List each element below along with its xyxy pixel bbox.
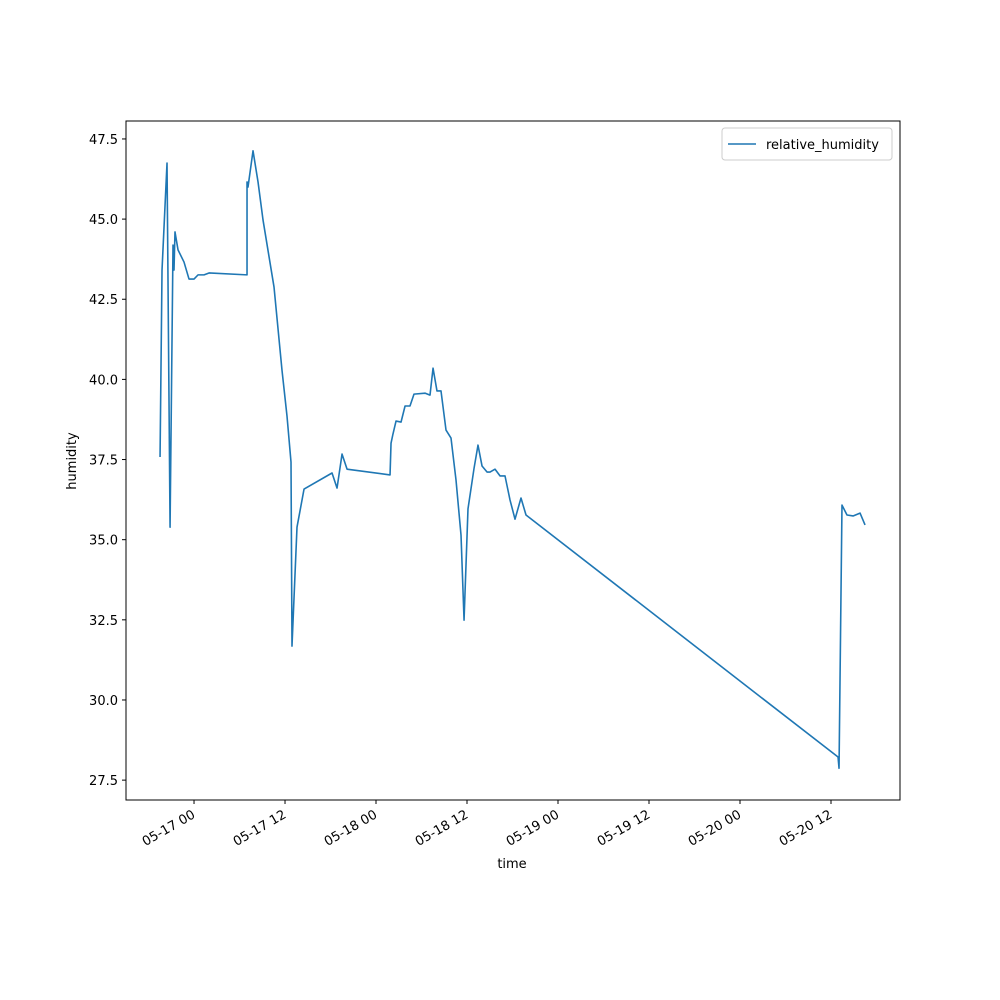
- y-tick-label: 42.5: [89, 293, 118, 308]
- y-tick-label: 40.0: [89, 373, 118, 388]
- y-tick-label: 32.5: [89, 614, 118, 629]
- y-tick-label: 45.0: [89, 213, 118, 228]
- data-line: [159, 150, 866, 770]
- y-tick-label: 35.0: [89, 534, 118, 549]
- y-tick-label: 47.5: [89, 133, 118, 148]
- y-tick-label: 37.5: [89, 454, 118, 469]
- y-tick-label: 30.0: [89, 694, 118, 709]
- x-axis-label: time: [497, 857, 526, 872]
- y-tick-label: 27.5: [89, 774, 118, 789]
- y-axis-label: humidity: [65, 432, 80, 490]
- legend-label: relative_humidity: [766, 138, 879, 153]
- legend-box: [721, 127, 893, 161]
- plot-frame: [125, 120, 901, 801]
